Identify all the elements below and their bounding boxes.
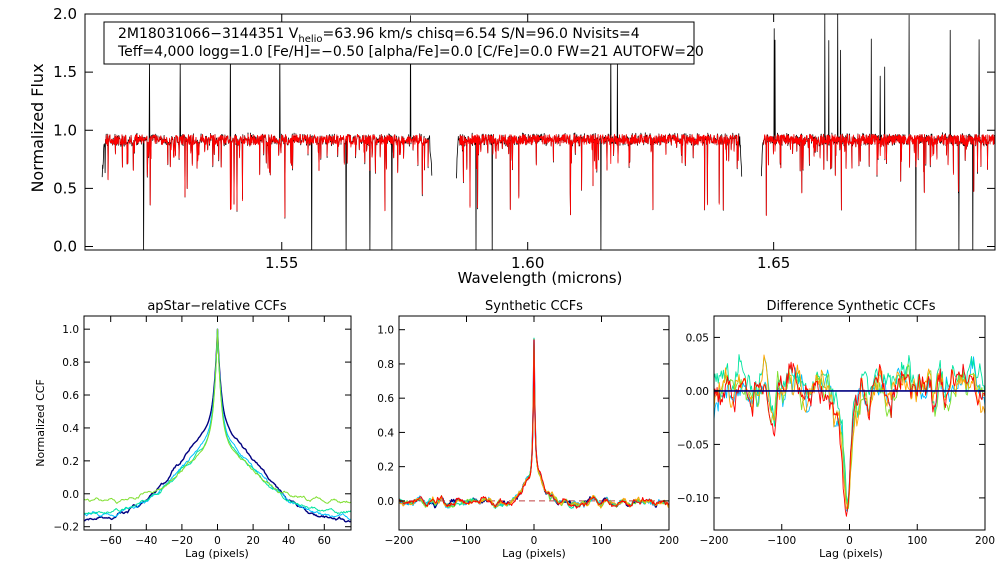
spectrum-ticks: 1.55 1.60 1.65 0.0 0.5 1.0 1.5 2.0 xyxy=(53,5,995,272)
spectrum-y-tick-label: 1.5 xyxy=(53,63,77,81)
apstar-ccf-y-tick-label: 0.2 xyxy=(62,456,79,468)
apstar-ccf-x-tick-label: 60 xyxy=(318,535,331,547)
difference-ccf-ticks: −200 −100 0 100 200 −0.10 −0.05 0.00 0.05 xyxy=(677,316,995,547)
difference-ccf-x-tick-label: 100 xyxy=(907,535,927,547)
apstar-ccf-panel: apStar−relative CCFs −60 −40 −20 0 20 40 60 −0.… xyxy=(34,299,352,560)
info-line-1-prefix: 2M18031066−3144351 V xyxy=(118,26,299,42)
difference-ccf-x-tick-label: −100 xyxy=(767,535,796,547)
apstar-ccf-title: apStar−relative CCFs xyxy=(147,299,287,314)
spectrum-lines xyxy=(101,14,995,250)
difference-ccf-y-tick-label: 0.00 xyxy=(686,386,709,398)
info-line-1-subscript: helio xyxy=(298,34,322,45)
spectrum-x-tick-label: 1.55 xyxy=(265,254,298,272)
synthetic-ccf-y-tick-label: 0.4 xyxy=(377,427,394,439)
difference-ccf-x-label: Lag (pixels) xyxy=(819,547,883,560)
synthetic-ccf-x-tick-label: 200 xyxy=(659,535,679,547)
difference-ccf-line-visit-5 xyxy=(714,361,985,517)
apstar-ccf-x-tick-label: 20 xyxy=(246,535,259,547)
synthetic-ccf-x-label: Lag (pixels) xyxy=(502,547,566,560)
synthetic-spectrum-chip-2 xyxy=(458,133,740,216)
synthetic-ccf-x-tick-label: −200 xyxy=(385,535,414,547)
observed-spectrum-chip-2 xyxy=(456,43,743,250)
apstar-ccf-line-visit-2 xyxy=(83,328,352,515)
synthetic-ccf-lines xyxy=(398,337,670,509)
apstar-ccf-y-tick-label: 1.0 xyxy=(62,324,79,336)
apstar-ccf-y-tick-label: 0.8 xyxy=(62,357,79,369)
synthetic-ccf-x-tick-label: 100 xyxy=(591,535,611,547)
spectrum-y-tick-label: 2.0 xyxy=(53,5,77,23)
info-line-1: 2M18031066−3144351 Vhelio=63.96 km/s chi… xyxy=(118,26,640,45)
spectrum-y-tick-label: 1.0 xyxy=(53,121,77,139)
synthetic-spectrum-chip-3 xyxy=(763,133,995,217)
synthetic-ccf-y-tick-label: 0.8 xyxy=(377,359,394,371)
spectrum-panel: 1.55 1.60 1.65 0.0 0.5 1.0 1.5 2.0 2M18031066−3… xyxy=(28,5,996,287)
apstar-ccf-x-tick-label: −20 xyxy=(171,535,193,547)
apstar-ccf-y-label: Normalized CCF xyxy=(34,379,47,467)
difference-ccf-x-tick-label: 200 xyxy=(975,535,995,547)
synthetic-ccf-ticks: −200 −100 0 100 200 0.0 0.2 0.4 0.6 0.8 1.0 xyxy=(377,316,679,547)
synthetic-ccf-line-visit-5 xyxy=(398,339,670,509)
spectrum-x-label: Wavelength (microns) xyxy=(458,269,623,287)
spectrum-axes-frame xyxy=(84,13,996,251)
difference-ccf-y-tick-label: −0.05 xyxy=(677,439,709,451)
apstar-ccf-line-visit-3 xyxy=(83,328,352,504)
apstar-ccf-x-tick-label: 0 xyxy=(214,535,221,547)
apstar-ccf-lines xyxy=(83,328,352,523)
difference-ccf-x-tick-label: 0 xyxy=(846,535,853,547)
difference-ccf-x-tick-label: −200 xyxy=(700,535,729,547)
difference-ccf-y-tick-label: 0.05 xyxy=(686,332,709,344)
synthetic-ccf-panel: Synthetic CCFs −200 −100 0 100 200 0.0 0.2 0.4 0… xyxy=(377,299,679,560)
apstar-ccf-y-tick-label: 0.0 xyxy=(62,489,79,501)
apstar-ccf-line-combined xyxy=(83,328,352,523)
info-line-1-suffix: =63.96 km/s chisq=6.54 S/N=96.0 Nvisits=… xyxy=(323,26,640,42)
info-line-2: Teff=4,000 logg=1.0 [Fe/H]=−0.50 [alpha/… xyxy=(117,44,704,60)
synthetic-ccf-y-tick-label: 0.0 xyxy=(377,496,394,508)
synthetic-ccf-y-tick-label: 0.2 xyxy=(377,462,394,474)
spectrum-info-box xyxy=(103,21,695,65)
difference-ccf-panel: Difference Synthetic CCFs −200 −100 0 100 20… xyxy=(677,299,995,560)
spectrum-x-tick-label: 1.65 xyxy=(757,254,790,272)
spectrum-y-label: Normalized Flux xyxy=(28,63,47,192)
difference-ccf-title: Difference Synthetic CCFs xyxy=(766,299,935,314)
difference-ccf-lines xyxy=(714,354,985,517)
apstar-ccf-line-visit-1 xyxy=(83,328,352,520)
apstar-ccf-y-tick-label: 0.6 xyxy=(62,390,79,402)
spectrum-x-tick-label: 1.60 xyxy=(511,254,544,272)
difference-ccf-y-tick-label: −0.10 xyxy=(677,493,709,505)
apstar-ccf-x-tick-label: −40 xyxy=(135,535,157,547)
spectrum-y-tick-label: 0.0 xyxy=(53,238,77,256)
apstar-ccf-ticks: −60 −40 −20 0 20 40 60 −0.2 0.0 0.2 0.4 0.6 0.8 1.0 xyxy=(54,316,351,547)
observed-spectrum-chip-3 xyxy=(761,14,995,250)
synthetic-ccf-title: Synthetic CCFs xyxy=(485,299,583,314)
apstar-ccf-x-tick-label: 40 xyxy=(282,535,295,547)
synthetic-spectrum-chip-1 xyxy=(105,133,429,218)
synthetic-ccf-x-tick-label: 0 xyxy=(531,535,538,547)
apstar-ccf-y-tick-label: −0.2 xyxy=(54,522,80,534)
synthetic-ccf-y-tick-label: 1.0 xyxy=(377,325,394,337)
apstar-ccf-y-tick-label: 0.4 xyxy=(62,423,79,435)
apstar-ccf-axes-frame xyxy=(83,315,352,531)
spectrum-y-tick-label: 0.5 xyxy=(53,179,77,197)
synthetic-ccf-y-tick-label: 0.6 xyxy=(377,393,394,405)
apstar-ccf-x-tick-label: −60 xyxy=(100,535,122,547)
synthetic-ccf-x-tick-label: −100 xyxy=(452,535,481,547)
apstar-ccf-x-label: Lag (pixels) xyxy=(185,547,249,560)
